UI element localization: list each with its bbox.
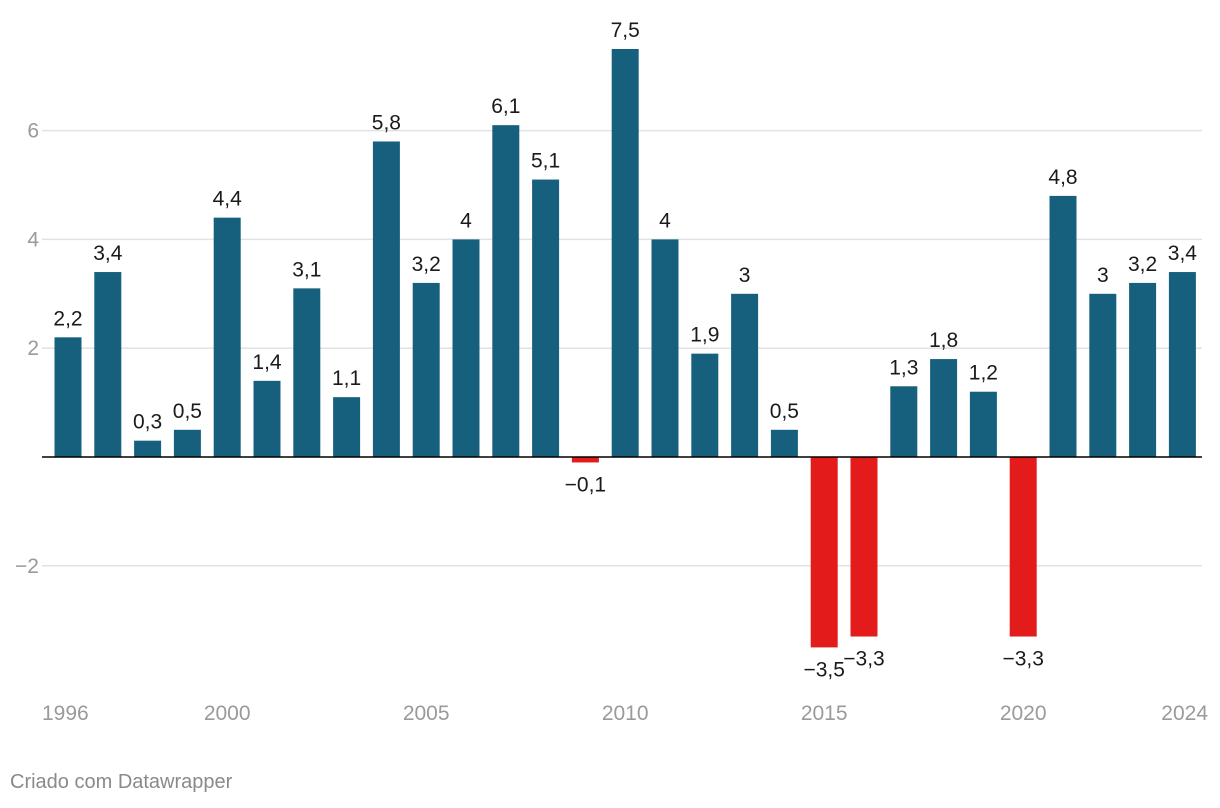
data-label-1999: 0,5: [173, 400, 202, 423]
data-label-2008: 5,1: [531, 150, 560, 173]
bar-2016: [850, 457, 878, 637]
bar-2013: [731, 293, 759, 457]
bar-2010: [611, 49, 639, 457]
data-label-2002: 3,1: [292, 258, 321, 281]
bar-1996: [54, 337, 82, 457]
bar-2008: [532, 179, 560, 457]
data-label-2024: 3,4: [1168, 242, 1198, 265]
bar-2011: [651, 239, 679, 457]
x-tick-label: 2000: [204, 702, 251, 725]
data-label-2000: 4,4: [213, 188, 243, 211]
bar-2003: [333, 397, 361, 457]
bar-2001: [253, 380, 281, 457]
data-label-2022: 3: [1097, 264, 1109, 287]
data-label-2007: 6,1: [491, 95, 520, 118]
bar-1998: [134, 440, 162, 457]
bar-1997: [94, 272, 122, 457]
bar-2019: [969, 391, 997, 457]
data-label-2014: 0,5: [770, 400, 799, 423]
data-label-2023: 3,2: [1128, 253, 1157, 276]
data-label-1996: 2,2: [53, 307, 82, 330]
bar-2020: [1009, 457, 1037, 637]
x-tick-label: 2024: [1161, 702, 1208, 725]
y-tick-label: 4: [27, 228, 39, 251]
bar-2005: [412, 282, 440, 457]
data-label-1998: 0,3: [133, 411, 162, 434]
bar-2000: [213, 217, 241, 457]
data-labels: 2,2 3,4 0,3 0,5 4,4 1,4 3,1 1,1 5,8 3,2 4 6,1 5,1 −0,…: [53, 19, 1197, 681]
bar-chart: 6 4 2 −2 2,2 3,4 0,3 0,5 4,4 1,4 3,1 1,1 5,8 3,2 4 6,1…: [15, 19, 1208, 725]
data-label-2004: 5,8: [372, 111, 401, 134]
data-label-2005: 3,2: [412, 253, 441, 276]
data-label-2013: 3: [739, 264, 751, 287]
x-tick-label: 1996: [42, 702, 89, 725]
bar-2021: [1049, 195, 1077, 457]
bar-2004: [372, 141, 400, 458]
data-label-1997: 3,4: [93, 242, 123, 265]
x-tick-label: 2015: [801, 702, 848, 725]
bar-2017: [890, 386, 918, 457]
bar-2023: [1129, 282, 1157, 457]
x-tick-label: 2010: [602, 702, 649, 725]
data-label-2016: −3,3: [843, 648, 884, 671]
bar-2002: [293, 288, 321, 457]
bar-1999: [173, 429, 201, 457]
data-label-2010: 7,5: [611, 19, 640, 42]
y-tick-label: −2: [15, 555, 39, 578]
bar-2015: [810, 457, 838, 648]
data-label-2011: 4: [659, 209, 671, 232]
y-tick-label: 6: [27, 120, 39, 143]
y-tick-label: 2: [27, 337, 39, 360]
bar-2024: [1168, 272, 1196, 457]
x-axis-ticks: 1996 2000 2005 2010 2015 2020 2024: [42, 702, 1208, 725]
x-tick-label: 2020: [1000, 702, 1047, 725]
bar-2014: [770, 429, 798, 457]
data-label-2009: −0,1: [565, 473, 606, 496]
bar-2007: [492, 125, 520, 457]
bars: [54, 49, 1196, 648]
data-label-2012: 1,9: [690, 324, 719, 347]
data-label-2015: −3,5: [803, 658, 844, 681]
data-label-2018: 1,8: [929, 329, 958, 352]
bar-2022: [1089, 293, 1117, 457]
data-label-2001: 1,4: [252, 351, 282, 374]
bar-2006: [452, 239, 480, 457]
data-label-2021: 4,8: [1048, 166, 1077, 189]
bar-2009: [571, 457, 599, 463]
data-label-2019: 1,2: [969, 362, 998, 385]
credit-text: Criado com Datawrapper: [10, 771, 233, 793]
data-label-2017: 1,3: [889, 356, 918, 379]
data-label-2020: −3,3: [1002, 648, 1043, 671]
bar-2012: [691, 353, 719, 457]
x-tick-label: 2005: [403, 702, 450, 725]
data-label-2006: 4: [460, 209, 472, 232]
bar-2018: [930, 359, 958, 457]
data-label-2003: 1,1: [332, 367, 361, 390]
